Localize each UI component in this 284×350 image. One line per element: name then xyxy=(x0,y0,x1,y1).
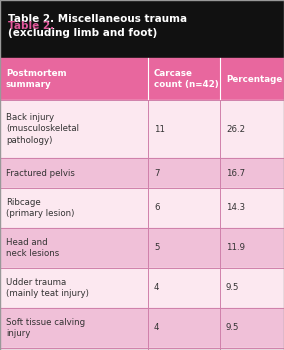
Text: Back injury
(musculoskeletal
pathology): Back injury (musculoskeletal pathology) xyxy=(6,113,79,145)
Text: Percentage: Percentage xyxy=(226,75,282,84)
Bar xyxy=(0,348,284,350)
Text: 6: 6 xyxy=(154,203,160,212)
Text: 9.5: 9.5 xyxy=(226,323,239,332)
Bar xyxy=(0,158,284,188)
Text: Ribcage
(primary lesion): Ribcage (primary lesion) xyxy=(6,198,74,218)
Text: Soft tissue calving
injury: Soft tissue calving injury xyxy=(6,318,85,338)
Text: 11.9: 11.9 xyxy=(226,244,245,252)
Bar xyxy=(0,228,284,268)
Text: Carcase
count (n=42): Carcase count (n=42) xyxy=(154,69,219,89)
Text: Table 2. Miscellaneous trauma
(excluding limb and foot): Table 2. Miscellaneous trauma (excluding… xyxy=(8,14,187,38)
Text: 9.5: 9.5 xyxy=(226,284,239,293)
Bar xyxy=(0,100,284,158)
Text: Postmortem
summary: Postmortem summary xyxy=(6,69,67,89)
Text: Udder trauma
(mainly teat injury): Udder trauma (mainly teat injury) xyxy=(6,278,89,298)
Text: 11: 11 xyxy=(154,125,165,133)
Bar xyxy=(0,58,284,100)
Bar xyxy=(0,188,284,228)
Text: Table 2.: Table 2. xyxy=(8,21,54,31)
Text: 14.3: 14.3 xyxy=(226,203,245,212)
Text: Head and
neck lesions: Head and neck lesions xyxy=(6,238,59,258)
Bar xyxy=(0,268,284,308)
Text: 16.7: 16.7 xyxy=(226,168,245,177)
Bar xyxy=(0,0,284,58)
Text: 26.2: 26.2 xyxy=(226,125,245,133)
Bar xyxy=(0,308,284,348)
Text: 4: 4 xyxy=(154,323,160,332)
Text: Fractured pelvis: Fractured pelvis xyxy=(6,168,75,177)
Text: 7: 7 xyxy=(154,168,160,177)
Text: 5: 5 xyxy=(154,244,160,252)
Text: 4: 4 xyxy=(154,284,160,293)
